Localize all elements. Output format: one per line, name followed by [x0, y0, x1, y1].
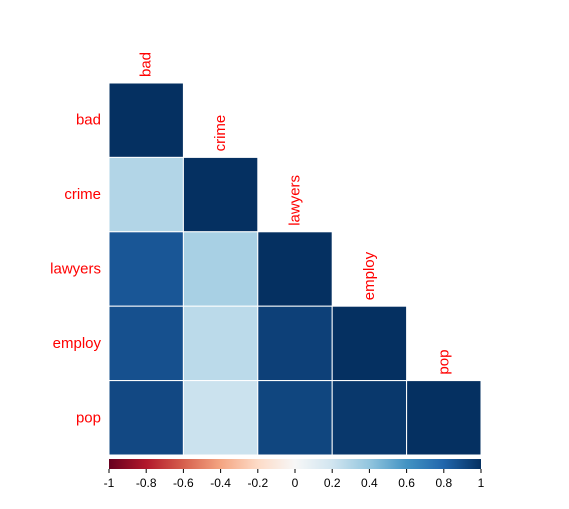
cell-pop-bad — [108, 380, 184, 456]
colorbar-tick-label: 0.6 — [398, 476, 415, 490]
row-label-crime: crime — [64, 186, 101, 203]
colorbar-tick-label: -0.6 — [173, 476, 194, 490]
column-label-crime: crime — [212, 115, 229, 152]
cell-lawyers-lawyers — [257, 231, 333, 307]
column-label-employ: employ — [361, 251, 378, 300]
heatmap-cells — [108, 82, 482, 456]
row-label-lawyers: lawyers — [50, 261, 101, 278]
colorbar-tick-label: 0 — [292, 476, 299, 490]
colorbar-ticks: -1 -0.8 -0.6 -0.4 -0.2 0 0.2 0.4 0.6 0.8 1 — [104, 469, 485, 490]
colorbar-gradient — [109, 459, 481, 469]
column-labels: bad crime lawyers employ pop — [138, 52, 453, 375]
cell-crime-bad — [108, 156, 184, 233]
cell-lawyers-bad — [108, 231, 184, 307]
colorbar-tick-label: -1 — [104, 476, 115, 490]
column-label-lawyers: lawyers — [287, 175, 304, 226]
cell-pop-pop — [406, 380, 482, 456]
cell-pop-employ — [331, 380, 408, 456]
column-label-pop: pop — [435, 350, 452, 375]
colorbar-tick-label: 0.4 — [361, 476, 378, 490]
cell-lawyers-crime — [182, 231, 259, 307]
column-label-bad: bad — [138, 52, 155, 77]
colorbar-tick-label: 1 — [478, 476, 485, 490]
colorbar-tick-label: -0.8 — [136, 476, 157, 490]
colorbar-tick-label: -0.2 — [247, 476, 268, 490]
cell-bad-bad — [108, 82, 184, 158]
cell-employ-bad — [108, 305, 184, 382]
colorbar-tick-label: 0.2 — [324, 476, 341, 490]
row-labels: bad crime lawyers employ pop — [50, 112, 101, 427]
cell-pop-crime — [182, 380, 259, 456]
cell-employ-employ — [331, 305, 408, 382]
colorbar: -1 -0.8 -0.6 -0.4 -0.2 0 0.2 0.4 0.6 0.8 1 — [104, 459, 485, 490]
colorbar-tick-label: 0.8 — [435, 476, 452, 490]
cell-crime-crime — [182, 156, 259, 233]
row-label-pop: pop — [76, 409, 101, 426]
cell-pop-lawyers — [257, 380, 333, 456]
row-label-bad: bad — [76, 112, 101, 129]
cell-employ-crime — [182, 305, 259, 382]
colorbar-tick-label: -0.4 — [210, 476, 231, 490]
cell-employ-lawyers — [257, 305, 333, 382]
row-label-employ: employ — [53, 335, 102, 352]
